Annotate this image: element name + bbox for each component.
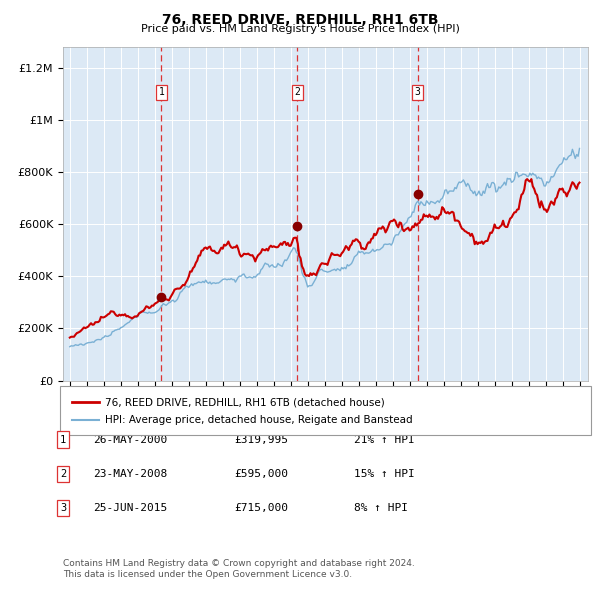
- Text: 21% ↑ HPI: 21% ↑ HPI: [354, 435, 415, 444]
- Text: 23-MAY-2008: 23-MAY-2008: [93, 469, 167, 478]
- Text: 2: 2: [60, 469, 66, 478]
- Text: 26-MAY-2000: 26-MAY-2000: [93, 435, 167, 444]
- Text: 15% ↑ HPI: 15% ↑ HPI: [354, 469, 415, 478]
- Text: Price paid vs. HM Land Registry's House Price Index (HPI): Price paid vs. HM Land Registry's House …: [140, 24, 460, 34]
- Text: 1: 1: [158, 87, 164, 97]
- Text: 1: 1: [60, 435, 66, 444]
- Text: 76, REED DRIVE, REDHILL, RH1 6TB: 76, REED DRIVE, REDHILL, RH1 6TB: [162, 13, 438, 27]
- Text: £715,000: £715,000: [234, 503, 288, 513]
- Text: £319,995: £319,995: [234, 435, 288, 444]
- Text: 2: 2: [295, 87, 300, 97]
- Text: 3: 3: [60, 503, 66, 513]
- Text: Contains HM Land Registry data © Crown copyright and database right 2024.: Contains HM Land Registry data © Crown c…: [63, 559, 415, 568]
- Text: £595,000: £595,000: [234, 469, 288, 478]
- Text: 76, REED DRIVE, REDHILL, RH1 6TB (detached house): 76, REED DRIVE, REDHILL, RH1 6TB (detach…: [105, 397, 385, 407]
- Text: 3: 3: [415, 87, 421, 97]
- Text: HPI: Average price, detached house, Reigate and Banstead: HPI: Average price, detached house, Reig…: [105, 415, 413, 425]
- Text: 8% ↑ HPI: 8% ↑ HPI: [354, 503, 408, 513]
- Text: 25-JUN-2015: 25-JUN-2015: [93, 503, 167, 513]
- Text: This data is licensed under the Open Government Licence v3.0.: This data is licensed under the Open Gov…: [63, 571, 352, 579]
